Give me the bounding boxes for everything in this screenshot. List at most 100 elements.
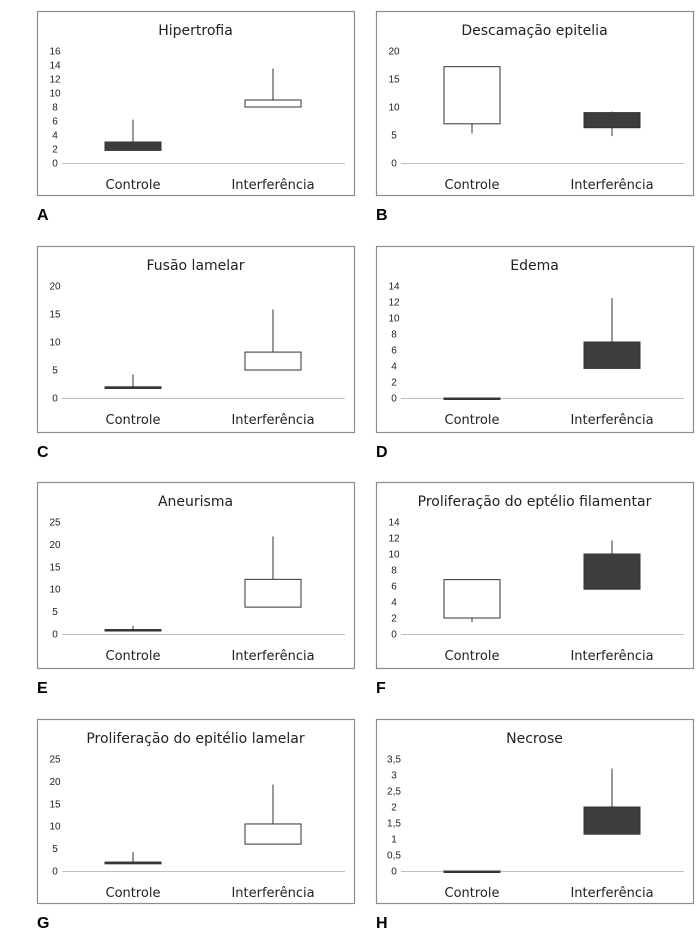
y-tick-label: 10 (49, 822, 61, 833)
x-category-label: Controle (106, 886, 161, 901)
y-tick-label: 14 (388, 518, 400, 529)
y-tick-label: 10 (388, 550, 400, 561)
y-tick-label: 0 (391, 159, 397, 170)
x-category-label: Controle (106, 178, 161, 193)
y-tick-label: 20 (49, 540, 61, 551)
y-tick-label: 0 (391, 394, 397, 405)
x-category-label: Controle (445, 178, 500, 193)
box-interferencia (244, 351, 302, 371)
panel-letter: E (37, 680, 48, 697)
y-tick-label: 3,5 (387, 755, 401, 766)
y-tick-label: 14 (388, 282, 400, 293)
y-tick-label: 5 (52, 607, 58, 618)
y-tick-label: 0 (52, 159, 58, 170)
chart-title: Proliferação do epitélio lamelar (86, 731, 305, 747)
chart-panel-b: Descamação epitelia 20 15 10 5 0 Controle Inter… (375, 10, 695, 224)
panel-letter: D (376, 444, 388, 461)
box-controle (443, 66, 501, 125)
box-interferencia (583, 112, 641, 129)
panel-letter: F (376, 680, 386, 697)
panel-letter: G (37, 915, 49, 932)
y-tick-label: 5 (52, 366, 58, 377)
y-tick-label: 6 (52, 117, 58, 128)
panel-letter: A (37, 207, 49, 224)
box-interferencia (244, 99, 302, 108)
chart-frame (375, 481, 695, 670)
x-category-label: Controle (106, 649, 161, 664)
y-tick-label: 25 (49, 518, 61, 529)
x-category-label: Interferência (570, 886, 653, 901)
chart-title: Fusão lamelar (147, 258, 245, 274)
chart-panel-g: Proliferação do epitélio lamelar 25 20 15 10… (36, 718, 356, 932)
box-controle (104, 141, 162, 151)
y-tick-label: 10 (49, 585, 61, 596)
y-tick-label: 4 (391, 598, 397, 609)
chart-title: Proliferação do eptélio filamentar (418, 494, 652, 510)
x-category-label: Interferência (570, 178, 653, 193)
chart-frame (36, 245, 356, 434)
box-controle (104, 386, 162, 389)
panel-letter: H (376, 915, 388, 932)
y-tick-label: 10 (388, 314, 400, 325)
y-tick-label: 10 (49, 89, 61, 100)
box-controle (443, 579, 501, 619)
chart-frame (375, 718, 695, 905)
y-tick-label: 12 (388, 534, 400, 545)
y-tick-label: 16 (49, 47, 61, 58)
box-interferencia (583, 553, 641, 590)
y-tick-label: 8 (52, 103, 58, 114)
y-tick-label: 12 (49, 75, 61, 86)
chart-panel-d: Edema 14 12 10 8 6 4 2 0 Controle Interferência D (375, 245, 695, 461)
box-controle (443, 397, 501, 400)
y-tick-label: 0 (391, 630, 397, 641)
box-controle (104, 861, 162, 865)
chart-title: Necrose (506, 731, 563, 747)
panel-letter: B (376, 207, 388, 224)
y-tick-label: 6 (391, 582, 397, 593)
y-tick-label: 12 (388, 298, 400, 309)
box-interferencia (244, 823, 302, 845)
y-tick-label: 6 (391, 346, 397, 357)
y-tick-label: 0 (52, 630, 58, 641)
y-tick-label: 0,5 (387, 851, 401, 862)
y-tick-label: 2 (52, 145, 58, 156)
y-tick-label: 20 (49, 282, 61, 293)
chart-panel-e: Aneurisma 25 20 15 10 5 0 Controle Interferência… (36, 481, 356, 697)
x-category-label: Interferência (570, 413, 653, 428)
chart-frame (36, 481, 356, 670)
chart-panel-c: Fusão lamelar 20 15 10 5 0 Controle Interferênc… (36, 245, 356, 461)
chart-frame (36, 718, 356, 905)
chart-title: Descamação epitelia (461, 23, 607, 39)
y-tick-label: 15 (49, 562, 61, 573)
y-tick-label: 2 (391, 378, 397, 389)
x-category-label: Interferência (231, 413, 314, 428)
y-tick-label: 1,5 (387, 819, 401, 830)
chart-panel-a: Hipertrofia 16 14 12 10 8 6 4 2 0 Controle Interfer… (36, 10, 356, 224)
y-tick-label: 0 (52, 394, 58, 405)
box-controle (104, 629, 162, 632)
panel-letter: C (37, 444, 49, 461)
y-tick-label: 10 (49, 338, 61, 349)
chart-panel-f: Proliferação do eptélio filamentar 14 12 10… (375, 481, 695, 697)
y-tick-label: 10 (388, 103, 400, 114)
x-category-label: Interferência (231, 649, 314, 664)
chart-title: Hipertrofia (158, 23, 233, 39)
y-tick-label: 2 (391, 614, 397, 625)
x-category-label: Controle (106, 413, 161, 428)
x-category-label: Controle (445, 649, 500, 664)
x-category-label: Interferência (231, 178, 314, 193)
x-category-label: Interferência (570, 649, 653, 664)
y-tick-label: 4 (52, 131, 58, 142)
y-tick-label: 14 (49, 61, 61, 72)
y-tick-label: 20 (49, 777, 61, 788)
y-tick-label: 0 (391, 867, 397, 878)
y-tick-label: 20 (388, 47, 400, 58)
y-tick-label: 8 (391, 566, 397, 577)
chart-frame (375, 10, 695, 197)
y-tick-label: 15 (49, 310, 61, 321)
y-tick-label: 4 (391, 362, 397, 373)
y-tick-label: 5 (391, 131, 397, 142)
y-tick-label: 0 (52, 867, 58, 878)
x-category-label: Controle (445, 886, 500, 901)
y-tick-label: 1 (391, 835, 397, 846)
